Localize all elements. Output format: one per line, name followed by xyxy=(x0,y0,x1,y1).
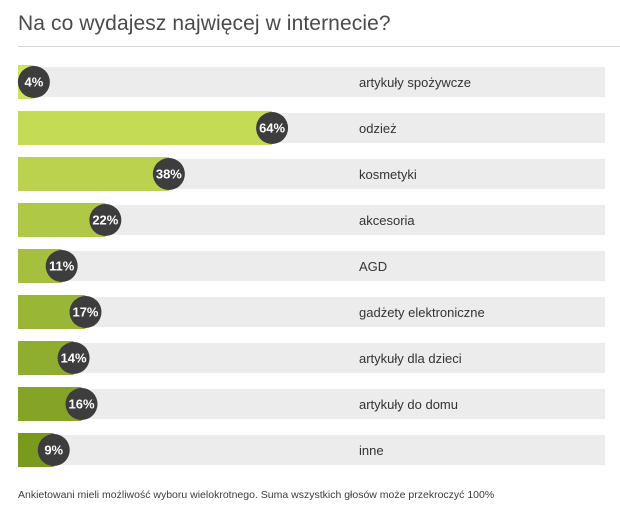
category-label: AGD xyxy=(359,259,387,274)
bar-track xyxy=(18,251,605,281)
category-label: gadżety elektroniczne xyxy=(359,305,485,320)
category-label: odzież xyxy=(359,121,397,136)
title-divider xyxy=(18,46,620,47)
data-label: 14% xyxy=(61,351,87,366)
value-badge xyxy=(256,112,289,144)
data-label: 64% xyxy=(259,121,285,136)
data-label: 9% xyxy=(44,443,63,458)
value-badge xyxy=(69,296,102,328)
data-label: 38% xyxy=(156,167,182,182)
category-label: artykuły spożywcze xyxy=(359,75,471,90)
value-badge xyxy=(45,250,78,282)
data-label: 22% xyxy=(92,213,118,228)
category-label: kosmetyki xyxy=(359,167,417,182)
value-badge xyxy=(65,388,98,420)
data-label: 11% xyxy=(49,259,75,274)
bar-track xyxy=(18,343,605,373)
value-badge xyxy=(57,342,90,374)
bar-track xyxy=(18,389,605,419)
category-label: artykuły dla dzieci xyxy=(359,351,462,366)
category-label: akcesoria xyxy=(359,213,415,228)
category-label: inne xyxy=(359,443,384,458)
bar-track xyxy=(18,67,605,97)
value-badge xyxy=(152,158,185,190)
category-label: artykuły do domu xyxy=(359,397,458,412)
bar-track xyxy=(18,435,605,465)
value-badge xyxy=(37,434,70,466)
value-badge xyxy=(89,204,122,236)
data-label: 16% xyxy=(69,397,95,412)
data-label: 4% xyxy=(24,75,43,90)
data-label: 17% xyxy=(72,305,98,320)
value-badge xyxy=(17,66,50,98)
bar-track xyxy=(18,297,605,327)
bar xyxy=(18,157,169,191)
bar xyxy=(18,111,273,145)
chart-title: Na co wydajesz najwięcej w internecie? xyxy=(18,12,391,35)
footnote: Ankietowani mieli możliwość wyboru wielo… xyxy=(18,489,495,501)
